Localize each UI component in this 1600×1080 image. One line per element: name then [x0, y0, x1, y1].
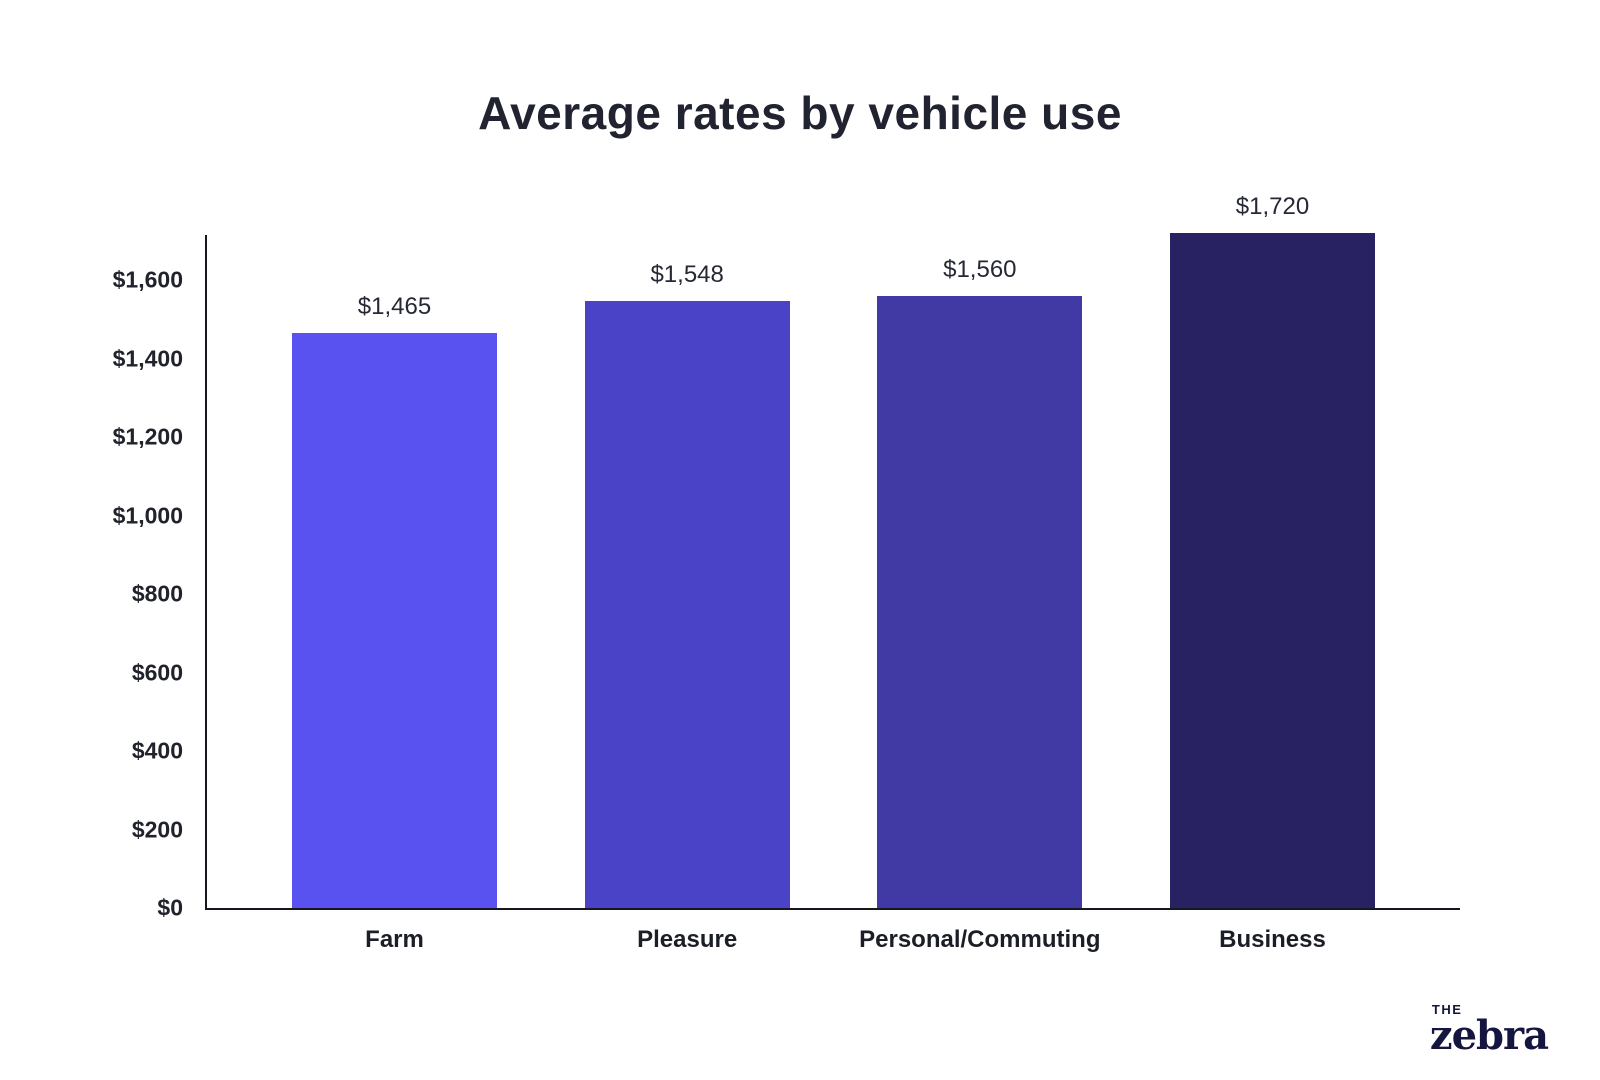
- y-tick-label: $1,400: [112, 345, 183, 372]
- zebra-logo: THE zebra: [1429, 1002, 1549, 1059]
- bar-category-label: Business: [1219, 926, 1326, 953]
- bar-group: $1,720 Business: [1169, 193, 1375, 953]
- bar: [877, 295, 1083, 908]
- y-tick-label: $200: [131, 816, 183, 843]
- bar-value-label: $1,720: [1235, 193, 1310, 220]
- y-tick-label: $400: [131, 737, 183, 764]
- y-tick-label: $600: [131, 659, 183, 686]
- bar-group: $1,560 Personal/Commuting: [859, 256, 1100, 953]
- y-axis-tick-labels: $0 $200 $400 $600 $800 $1,000 $1,200 $1,400 $1,6…: [113, 235, 1460, 921]
- bar-value-label: $1,465: [357, 293, 432, 321]
- bars-container: $1,465 Farm $1,548 Pleasure $1,560 Personal/C…: [207, 193, 1460, 953]
- bar-group: $1,465 Farm: [292, 293, 497, 953]
- chart-title: Average rates by vehicle use: [478, 87, 1122, 139]
- bar-chart: $0 $200 $400 $600 $800 $1,000 $1,200 $1,400 $1,6…: [113, 193, 1460, 953]
- bar-category-label: Personal/Commuting: [859, 926, 1101, 953]
- bar-category-label: Farm: [365, 926, 424, 953]
- y-tick-label: $800: [131, 580, 183, 607]
- logo-the-text: THE: [1431, 1002, 1463, 1017]
- bar-category-label: Pleasure: [637, 926, 738, 953]
- y-tick-label: $1,600: [112, 266, 183, 293]
- logo-zebra-text: zebra: [1429, 1012, 1549, 1059]
- bar: [1169, 233, 1375, 908]
- y-tick-label: $0: [157, 894, 183, 921]
- bar: [292, 333, 497, 908]
- bar-group: $1,548 Pleasure: [584, 261, 790, 953]
- bar-value-label: $1,560: [943, 255, 1017, 283]
- bar: [584, 300, 790, 908]
- y-tick-label: $1,200: [112, 423, 183, 450]
- bar-value-label: $1,548: [650, 260, 724, 288]
- y-tick-label: $1,000: [112, 502, 183, 529]
